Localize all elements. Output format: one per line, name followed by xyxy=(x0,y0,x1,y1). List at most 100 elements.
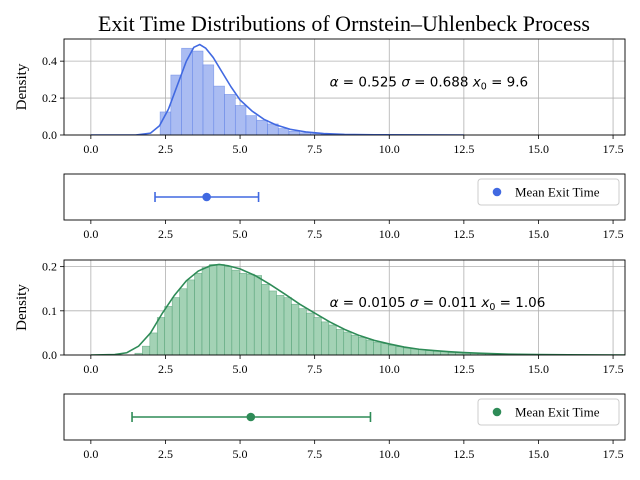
histogram-bar xyxy=(234,105,247,135)
x-tick-label: 12.5 xyxy=(453,362,474,376)
histogram-bar xyxy=(239,272,248,355)
axes-frame xyxy=(63,259,626,356)
histogram-bar xyxy=(313,317,322,355)
histogram-bar xyxy=(358,337,367,355)
histogram-bar xyxy=(365,339,374,355)
x-tick-label: 15.0 xyxy=(528,447,549,461)
histogram-bar xyxy=(186,279,195,355)
histogram-bar xyxy=(164,306,173,355)
y-tick-label: 0.2 xyxy=(42,260,57,274)
legend-marker xyxy=(492,407,502,417)
histogram-bar xyxy=(321,321,330,355)
histogram-bar xyxy=(231,269,240,355)
x-tick-label: 12.5 xyxy=(453,447,474,461)
histogram-bar xyxy=(380,343,389,355)
x-tick-label: 2.5 xyxy=(158,447,173,461)
histogram-bar xyxy=(335,329,345,355)
chart-title: Exit Time Distributions of Ornstein–Uhle… xyxy=(98,11,590,36)
y-tick-label: 0.4 xyxy=(42,54,57,68)
histogram-bar xyxy=(350,334,359,355)
histogram-bar xyxy=(261,284,270,355)
x-tick-label: 2.5 xyxy=(158,362,173,376)
histogram-bar xyxy=(179,288,188,355)
x-tick-label: 15.0 xyxy=(528,227,549,241)
axes-frame xyxy=(63,393,626,441)
kde-line xyxy=(90,43,464,135)
x-tick-label: 15.0 xyxy=(528,362,549,376)
histogram-bar xyxy=(245,115,258,135)
x-tick-label: 10.0 xyxy=(379,227,400,241)
x-tick-label: 15.0 xyxy=(528,142,549,156)
x-tick-label: 12.5 xyxy=(453,227,474,241)
x-tick-label: 17.5 xyxy=(603,447,624,461)
panel-2: Mean Exit Time 0.0 2.5 5.0 7.5 10.0 12.5 15.0 17… xyxy=(63,173,626,241)
histogram-bar xyxy=(209,264,218,355)
y-tick-label: 0.2 xyxy=(42,91,57,105)
panel-3: α = 0.0105 σ = 0.011 x0 = 1.06 0.0 0.1 0.2 D… xyxy=(14,259,626,376)
x-tick-label: 2.5 xyxy=(158,142,173,156)
x-tick-label: 5.0 xyxy=(233,447,248,461)
histogram-bar xyxy=(170,74,182,135)
x-tick-label: 5.0 xyxy=(233,362,248,376)
histogram-bar xyxy=(277,128,290,135)
x-tick-label: 0.0 xyxy=(83,447,98,461)
legend-marker xyxy=(492,187,502,197)
legend-box xyxy=(477,178,620,206)
x-tick-label: 7.5 xyxy=(307,227,322,241)
histogram-bar xyxy=(395,346,404,355)
x-tick-label: 5.0 xyxy=(233,227,248,241)
x-tick-label: 7.5 xyxy=(307,362,322,376)
y-tick-label: 0.0 xyxy=(42,128,57,142)
histogram-bar xyxy=(201,267,210,355)
histogram-bar xyxy=(156,317,166,355)
histogram-bar xyxy=(224,94,236,135)
histogram-bar xyxy=(213,85,225,135)
param-annotation: α = 0.525 σ = 0.688 x0 = 9.6 xyxy=(330,74,529,92)
histogram-bar xyxy=(216,264,225,355)
histogram-bar xyxy=(194,272,203,355)
x-tick-label: 10.0 xyxy=(379,142,400,156)
histogram-bar xyxy=(246,273,255,355)
histogram-bar xyxy=(425,350,434,355)
x-tick-label: 10.0 xyxy=(379,447,400,461)
histogram-bar xyxy=(256,119,268,135)
y-tick-label: 0.0 xyxy=(42,348,57,362)
axes-frame xyxy=(63,173,626,221)
legend: Mean Exit Time xyxy=(477,398,620,426)
chart-panels: α = 0.525 σ = 0.688 x0 = 9.6 0.0 0.2 0.4 Den… xyxy=(14,38,626,461)
histogram-bar xyxy=(253,275,262,355)
histogram-bar xyxy=(298,308,307,355)
y-tick-label: 0.1 xyxy=(42,304,57,318)
histogram-bar xyxy=(192,50,204,135)
mean-point xyxy=(202,192,211,202)
x-tick-label: 7.5 xyxy=(307,142,322,156)
param-annotation: α = 0.0105 σ = 0.011 x0 = 1.06 xyxy=(330,295,546,313)
histogram-bar xyxy=(268,290,277,355)
x-tick-label: 0.0 xyxy=(83,142,98,156)
plot-area xyxy=(90,43,464,135)
plot-area xyxy=(154,192,260,202)
y-axis-label: Density xyxy=(14,284,30,331)
panel-1: α = 0.525 σ = 0.688 x0 = 9.6 0.0 0.2 0.4 Den… xyxy=(14,38,626,156)
histogram-bar xyxy=(276,295,285,355)
x-tick-label: 5.0 xyxy=(233,142,248,156)
x-tick-label: 10.0 xyxy=(379,362,400,376)
histogram-bar xyxy=(306,312,315,355)
histogram-bar xyxy=(291,303,300,355)
histogram-bar xyxy=(202,64,215,135)
x-tick-label: 0.0 xyxy=(83,362,98,376)
legend-label: Mean Exit Time xyxy=(515,185,600,200)
legend-label: Mean Exit Time xyxy=(515,405,600,420)
legend-box xyxy=(477,398,620,426)
y-axis-label: Density xyxy=(14,63,30,110)
panel-4: Mean Exit Time 0.0 2.5 5.0 7.5 10.0 12.5 15.0 17… xyxy=(63,393,626,461)
histogram-bar xyxy=(142,345,151,355)
histogram-bar xyxy=(388,344,397,355)
histogram-bar xyxy=(171,297,180,355)
mean-point xyxy=(246,412,256,422)
histogram-bar xyxy=(328,324,337,355)
x-tick-label: 17.5 xyxy=(603,227,624,241)
plot-area xyxy=(131,412,372,422)
x-tick-label: 12.5 xyxy=(453,142,474,156)
